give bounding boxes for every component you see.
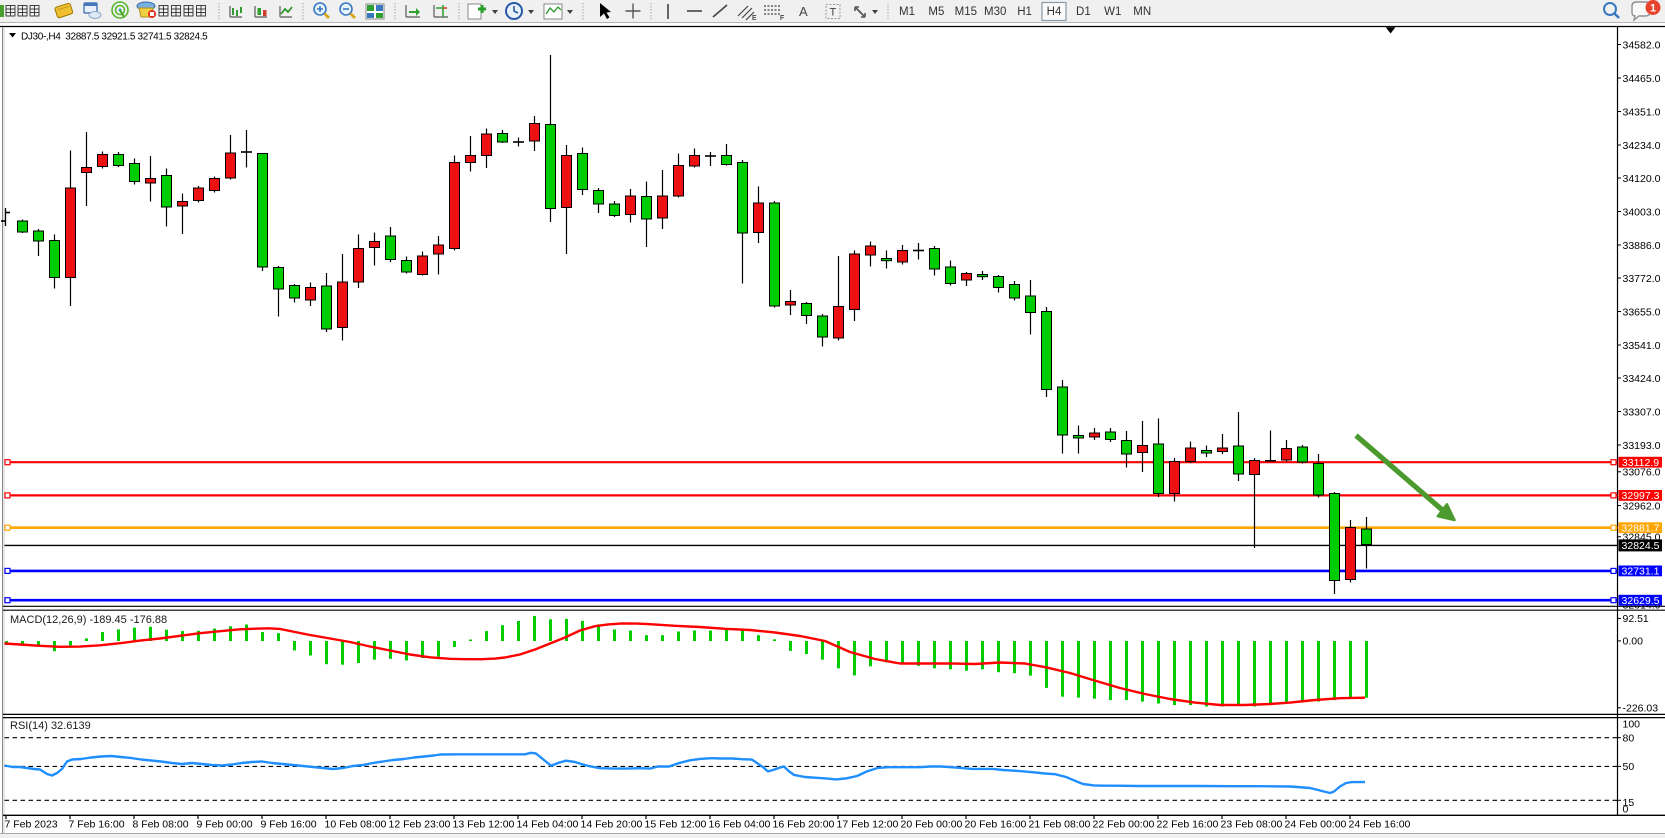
svg-text:33307.0: 33307.0 — [1623, 406, 1661, 418]
svg-text:15 Feb 12:00: 15 Feb 12:00 — [645, 819, 707, 831]
svg-text:23 Feb 08:00: 23 Feb 08:00 — [1221, 819, 1283, 831]
svg-text:M1: M1 — [899, 6, 915, 18]
svg-text:0: 0 — [1623, 803, 1629, 815]
svg-text:33886.0: 33886.0 — [1623, 240, 1661, 252]
svg-text:M30: M30 — [984, 6, 1006, 18]
svg-text:33424.0: 33424.0 — [1623, 373, 1661, 385]
svg-text:22 Feb 16:00: 22 Feb 16:00 — [1157, 819, 1219, 831]
svg-text:16 Feb 20:00: 16 Feb 20:00 — [773, 819, 835, 831]
svg-text:12 Feb 23:00: 12 Feb 23:00 — [389, 819, 451, 831]
svg-text:33541.0: 33541.0 — [1623, 340, 1661, 352]
svg-text:14 Feb 04:00: 14 Feb 04:00 — [517, 819, 579, 831]
svg-text:34234.0: 34234.0 — [1623, 140, 1661, 152]
svg-text:E: E — [752, 15, 757, 22]
svg-text:21 Feb 08:00: 21 Feb 08:00 — [1029, 819, 1091, 831]
svg-text:D1: D1 — [1076, 6, 1091, 18]
svg-text:H4: H4 — [1047, 6, 1062, 18]
svg-text:13 Feb 12:00: 13 Feb 12:00 — [453, 819, 515, 831]
svg-text:34120.0: 34120.0 — [1623, 173, 1661, 185]
svg-text:92.51: 92.51 — [1623, 613, 1649, 625]
svg-text:8 Feb 08:00: 8 Feb 08:00 — [133, 819, 189, 831]
svg-text:7 Feb 2023: 7 Feb 2023 — [5, 819, 58, 831]
svg-text:14 Feb 20:00: 14 Feb 20:00 — [581, 819, 643, 831]
svg-text:24 Feb 16:00: 24 Feb 16:00 — [1349, 819, 1411, 831]
svg-text:33772.0: 33772.0 — [1623, 273, 1661, 285]
svg-text:10 Feb 08:00: 10 Feb 08:00 — [325, 819, 387, 831]
svg-text:MN: MN — [1133, 6, 1151, 18]
svg-text:H1: H1 — [1017, 6, 1032, 18]
svg-text:34351.0: 34351.0 — [1623, 106, 1661, 118]
svg-text:22 Feb 00:00: 22 Feb 00:00 — [1093, 819, 1155, 831]
svg-text:33112.9: 33112.9 — [1622, 457, 1659, 469]
svg-text:32881.7: 32881.7 — [1622, 523, 1660, 535]
svg-text:32731.1: 32731.1 — [1622, 566, 1660, 578]
svg-text:34465.0: 34465.0 — [1623, 73, 1661, 85]
svg-text:A: A — [799, 4, 808, 19]
svg-text:20 Feb 16:00: 20 Feb 16:00 — [965, 819, 1027, 831]
svg-text:RSI(14) 32.6139: RSI(14) 32.6139 — [10, 720, 91, 732]
svg-text:T: T — [830, 7, 837, 19]
svg-text:34003.0: 34003.0 — [1623, 206, 1661, 218]
svg-text:1: 1 — [1650, 3, 1656, 15]
svg-text:M5: M5 — [928, 6, 944, 18]
svg-text:100: 100 — [1623, 718, 1641, 730]
svg-text:F: F — [780, 15, 784, 22]
svg-text:W1: W1 — [1104, 6, 1121, 18]
svg-text:9 Feb 00:00: 9 Feb 00:00 — [197, 819, 253, 831]
svg-text:24 Feb 00:00: 24 Feb 00:00 — [1285, 819, 1347, 831]
svg-text:15: 15 — [1623, 797, 1635, 809]
svg-text:32962.0: 32962.0 — [1623, 500, 1661, 512]
svg-text:-226.03: -226.03 — [1623, 703, 1659, 715]
svg-text:9 Feb 16:00: 9 Feb 16:00 — [261, 819, 317, 831]
svg-text:DJ30-,H4 32887.5 32921.5 3274: DJ30-,H4 32887.5 32921.5 32741.5 32824.5 — [21, 32, 208, 43]
svg-text:7 Feb 16:00: 7 Feb 16:00 — [69, 819, 125, 831]
svg-text:34582.0: 34582.0 — [1623, 39, 1661, 51]
svg-text:33076.0: 33076.0 — [1623, 467, 1661, 479]
svg-text:32824.5: 32824.5 — [1622, 540, 1660, 552]
svg-text:17 Feb 12:00: 17 Feb 12:00 — [837, 819, 899, 831]
svg-text:50: 50 — [1623, 761, 1635, 773]
svg-text:33193.0: 33193.0 — [1623, 440, 1661, 452]
svg-text:M15: M15 — [955, 6, 977, 18]
svg-text:MACD(12,26,9) -189.45 -176.88: MACD(12,26,9) -189.45 -176.88 — [10, 614, 167, 626]
svg-text:32997.3: 32997.3 — [1622, 490, 1660, 502]
svg-text:0.00: 0.00 — [1623, 636, 1644, 648]
svg-text:20 Feb 00:00: 20 Feb 00:00 — [901, 819, 963, 831]
svg-text:33655.0: 33655.0 — [1623, 306, 1661, 318]
svg-text:80: 80 — [1623, 733, 1635, 745]
svg-text:32629.5: 32629.5 — [1622, 595, 1660, 607]
svg-text:16 Feb 04:00: 16 Feb 04:00 — [709, 819, 771, 831]
